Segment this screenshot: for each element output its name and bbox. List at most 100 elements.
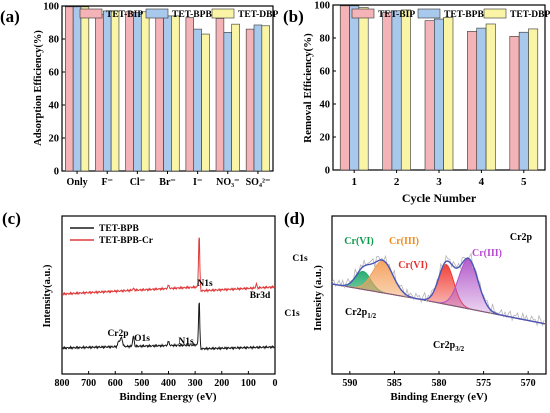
- bar-tet-bip-no: [215, 18, 225, 172]
- bar-tet-dbp-f: [110, 10, 120, 172]
- bar-tet-dbp-5: [528, 28, 539, 171]
- bar-tet-dbp-no: [231, 23, 240, 172]
- annotation-c1s-upper: C1s: [292, 254, 308, 264]
- x-tick-label-0: 0: [273, 378, 278, 389]
- x-tick-label-600: 600: [108, 378, 123, 389]
- bar-tet-bpb-1: [349, 5, 360, 171]
- legend-label-tet-bpb-cr: TET-BPB-Cr: [99, 236, 154, 246]
- y-tick-label-60: 60: [320, 67, 331, 78]
- x-tick-label-no: NO₃⁻: [216, 177, 239, 188]
- legend-label-tet-bip: TET-BIP: [106, 10, 143, 20]
- bar-tet-bpb-so: [253, 24, 263, 172]
- bar-tet-bip-br: [155, 11, 164, 172]
- panel-b-ylabel: Removal Efficiency(%): [302, 33, 314, 143]
- panel-d-xlabel: Binding Energy (eV): [390, 391, 488, 403]
- x-tick-label-400: 400: [161, 378, 176, 389]
- bar-tet-bip-3: [424, 20, 435, 171]
- y-tick-label-40: 40: [49, 101, 60, 112]
- x-tick-label-3: 3: [436, 176, 442, 188]
- y-tick-label-80: 80: [320, 34, 331, 45]
- legend-label-tet-dbp: TET-DBP: [510, 10, 550, 20]
- panel-a: (a) 0 20 40 60 80 100 Only F⁻ Cl⁻ Br⁻ I⁻ NO₃⁻ SO₄²⁻…: [0, 2, 278, 189]
- peak-label-cr-iii-1: Cr(III): [389, 236, 419, 247]
- panel-b-xlabel: Cycle Number: [402, 191, 477, 205]
- bar-tet-bpb-only: [72, 6, 82, 172]
- bar-tet-dbp-so: [261, 25, 270, 172]
- x-tick-label-500: 500: [134, 378, 149, 389]
- y-tick-label-60: 60: [49, 68, 60, 79]
- legend-label-tet-bpb: TET-BPB: [444, 10, 484, 20]
- bar-tet-bpb-2: [391, 10, 402, 171]
- x-tick-label-300: 300: [188, 378, 203, 389]
- legend-label-tet-bpb: TET-BPB: [99, 224, 139, 234]
- x-tick-label-1: 1: [351, 176, 357, 188]
- x-tick-label-2: 2: [394, 176, 400, 188]
- xps-fit-envelope-line: [331, 257, 545, 325]
- xps-series-tet-bpb-cr-line: [61, 237, 276, 296]
- bar-tet-bpb-3: [434, 18, 444, 171]
- panel-d-ylabel: Intensity (a.u.): [313, 265, 324, 331]
- bar-tet-bip-5: [509, 36, 520, 171]
- y-tick-label-20: 20: [49, 134, 60, 145]
- legend-swatch-tet-bip: [79, 8, 103, 19]
- bar-tet-bip-1: [339, 5, 350, 171]
- y-tick-label-100: 100: [43, 2, 59, 13]
- bar-tet-dbp-3: [443, 17, 454, 171]
- annotation-o1s-lower: O1s: [134, 334, 150, 344]
- x-tick-label-575: 575: [476, 378, 491, 389]
- panel-a-label: (a): [0, 7, 20, 26]
- annotation-cr2p-3-2: Cr2p3/2: [433, 340, 465, 353]
- bar-tet-bpb-br: [163, 15, 172, 172]
- legend-swatch-tet-bpb: [417, 8, 441, 19]
- panel-b-label: (b): [283, 7, 304, 26]
- bar-tet-bip-i: [185, 17, 195, 172]
- x-tick-label-4: 4: [479, 176, 485, 188]
- bar-tet-dbp-only: [80, 6, 90, 172]
- bar-tet-bpb-i: [193, 28, 202, 172]
- annotation-br3d-upper: Br3d: [250, 291, 271, 301]
- annotation-cr2p-1-2: Cr2p1/2: [345, 307, 377, 320]
- annotation-n1s-lower: N1s: [178, 337, 194, 347]
- bar-tet-dbp-br: [171, 15, 180, 172]
- bar-tet-dbp-4: [485, 23, 496, 171]
- bar-tet-dbp-cl: [140, 11, 150, 172]
- annotation-cr2p-lower: Cr2p: [107, 329, 128, 339]
- panel-b: (b) 0 20 40 60 80 100 1 2 3 4 5 Removal Efficienc…: [283, 1, 550, 206]
- annotation-c1s-lower: C1s: [284, 309, 300, 319]
- x-tick-label-200: 200: [214, 378, 229, 389]
- x-tick-label-100: 100: [241, 378, 256, 389]
- bar-tet-dbp-2: [400, 9, 411, 171]
- bar-tet-bip-f: [95, 13, 104, 172]
- bar-tet-bpb-cl: [133, 12, 142, 172]
- y-tick-label-0: 0: [325, 166, 330, 177]
- bar-tet-bpb-no: [223, 32, 233, 172]
- x-tick-label-590: 590: [342, 378, 357, 389]
- bar-tet-bip-2: [382, 12, 393, 171]
- bar-tet-dbp-i: [201, 33, 210, 172]
- bar-tet-bip-4: [467, 31, 478, 171]
- x-tick-label-so: SO₄²⁻: [246, 177, 271, 188]
- legend-label-tet-dbp: TET-DBP: [238, 10, 278, 20]
- legend-swatch-tet-bpb: [145, 8, 169, 19]
- x-tick-label-570: 570: [521, 378, 536, 389]
- peak-label-cr-vi-2: Cr(VI): [398, 260, 427, 271]
- x-tick-label-700: 700: [81, 378, 96, 389]
- bar-tet-bip-so: [245, 28, 255, 172]
- panel-c-ylabel: Intensity(a.u.): [42, 264, 53, 328]
- x-tick-label-5: 5: [521, 176, 527, 188]
- legend-swatch-tet-bip: [351, 8, 375, 19]
- annotation-n1s-upper: N1s: [197, 279, 213, 289]
- peak-label-cr-vi-0: Cr(VI): [344, 236, 373, 247]
- x-tick-label-580: 580: [432, 378, 447, 389]
- panel-d: (d) Cr(VI) Cr(III) Cr(VI) Cr(III) Cr2p1/2 Cr2…: [284, 209, 547, 403]
- legend-swatch-tet-dbp: [483, 8, 507, 19]
- y-tick-label-40: 40: [320, 100, 331, 111]
- bar-tet-bip-only: [65, 6, 74, 172]
- xps-series-tet-bpb-line: [61, 302, 276, 351]
- peak-label-cr-iii-3: Cr(III): [472, 248, 502, 259]
- bar-tet-bip-cl: [125, 11, 134, 172]
- bar-tet-bpb-f: [102, 10, 112, 172]
- panel-c: (c) 800 700 600 500 400 300 200 100 0 C1s N1s Br3d…: [2, 209, 308, 403]
- x-tick-label-f: F⁻: [102, 177, 113, 188]
- y-tick-label-20: 20: [320, 133, 331, 144]
